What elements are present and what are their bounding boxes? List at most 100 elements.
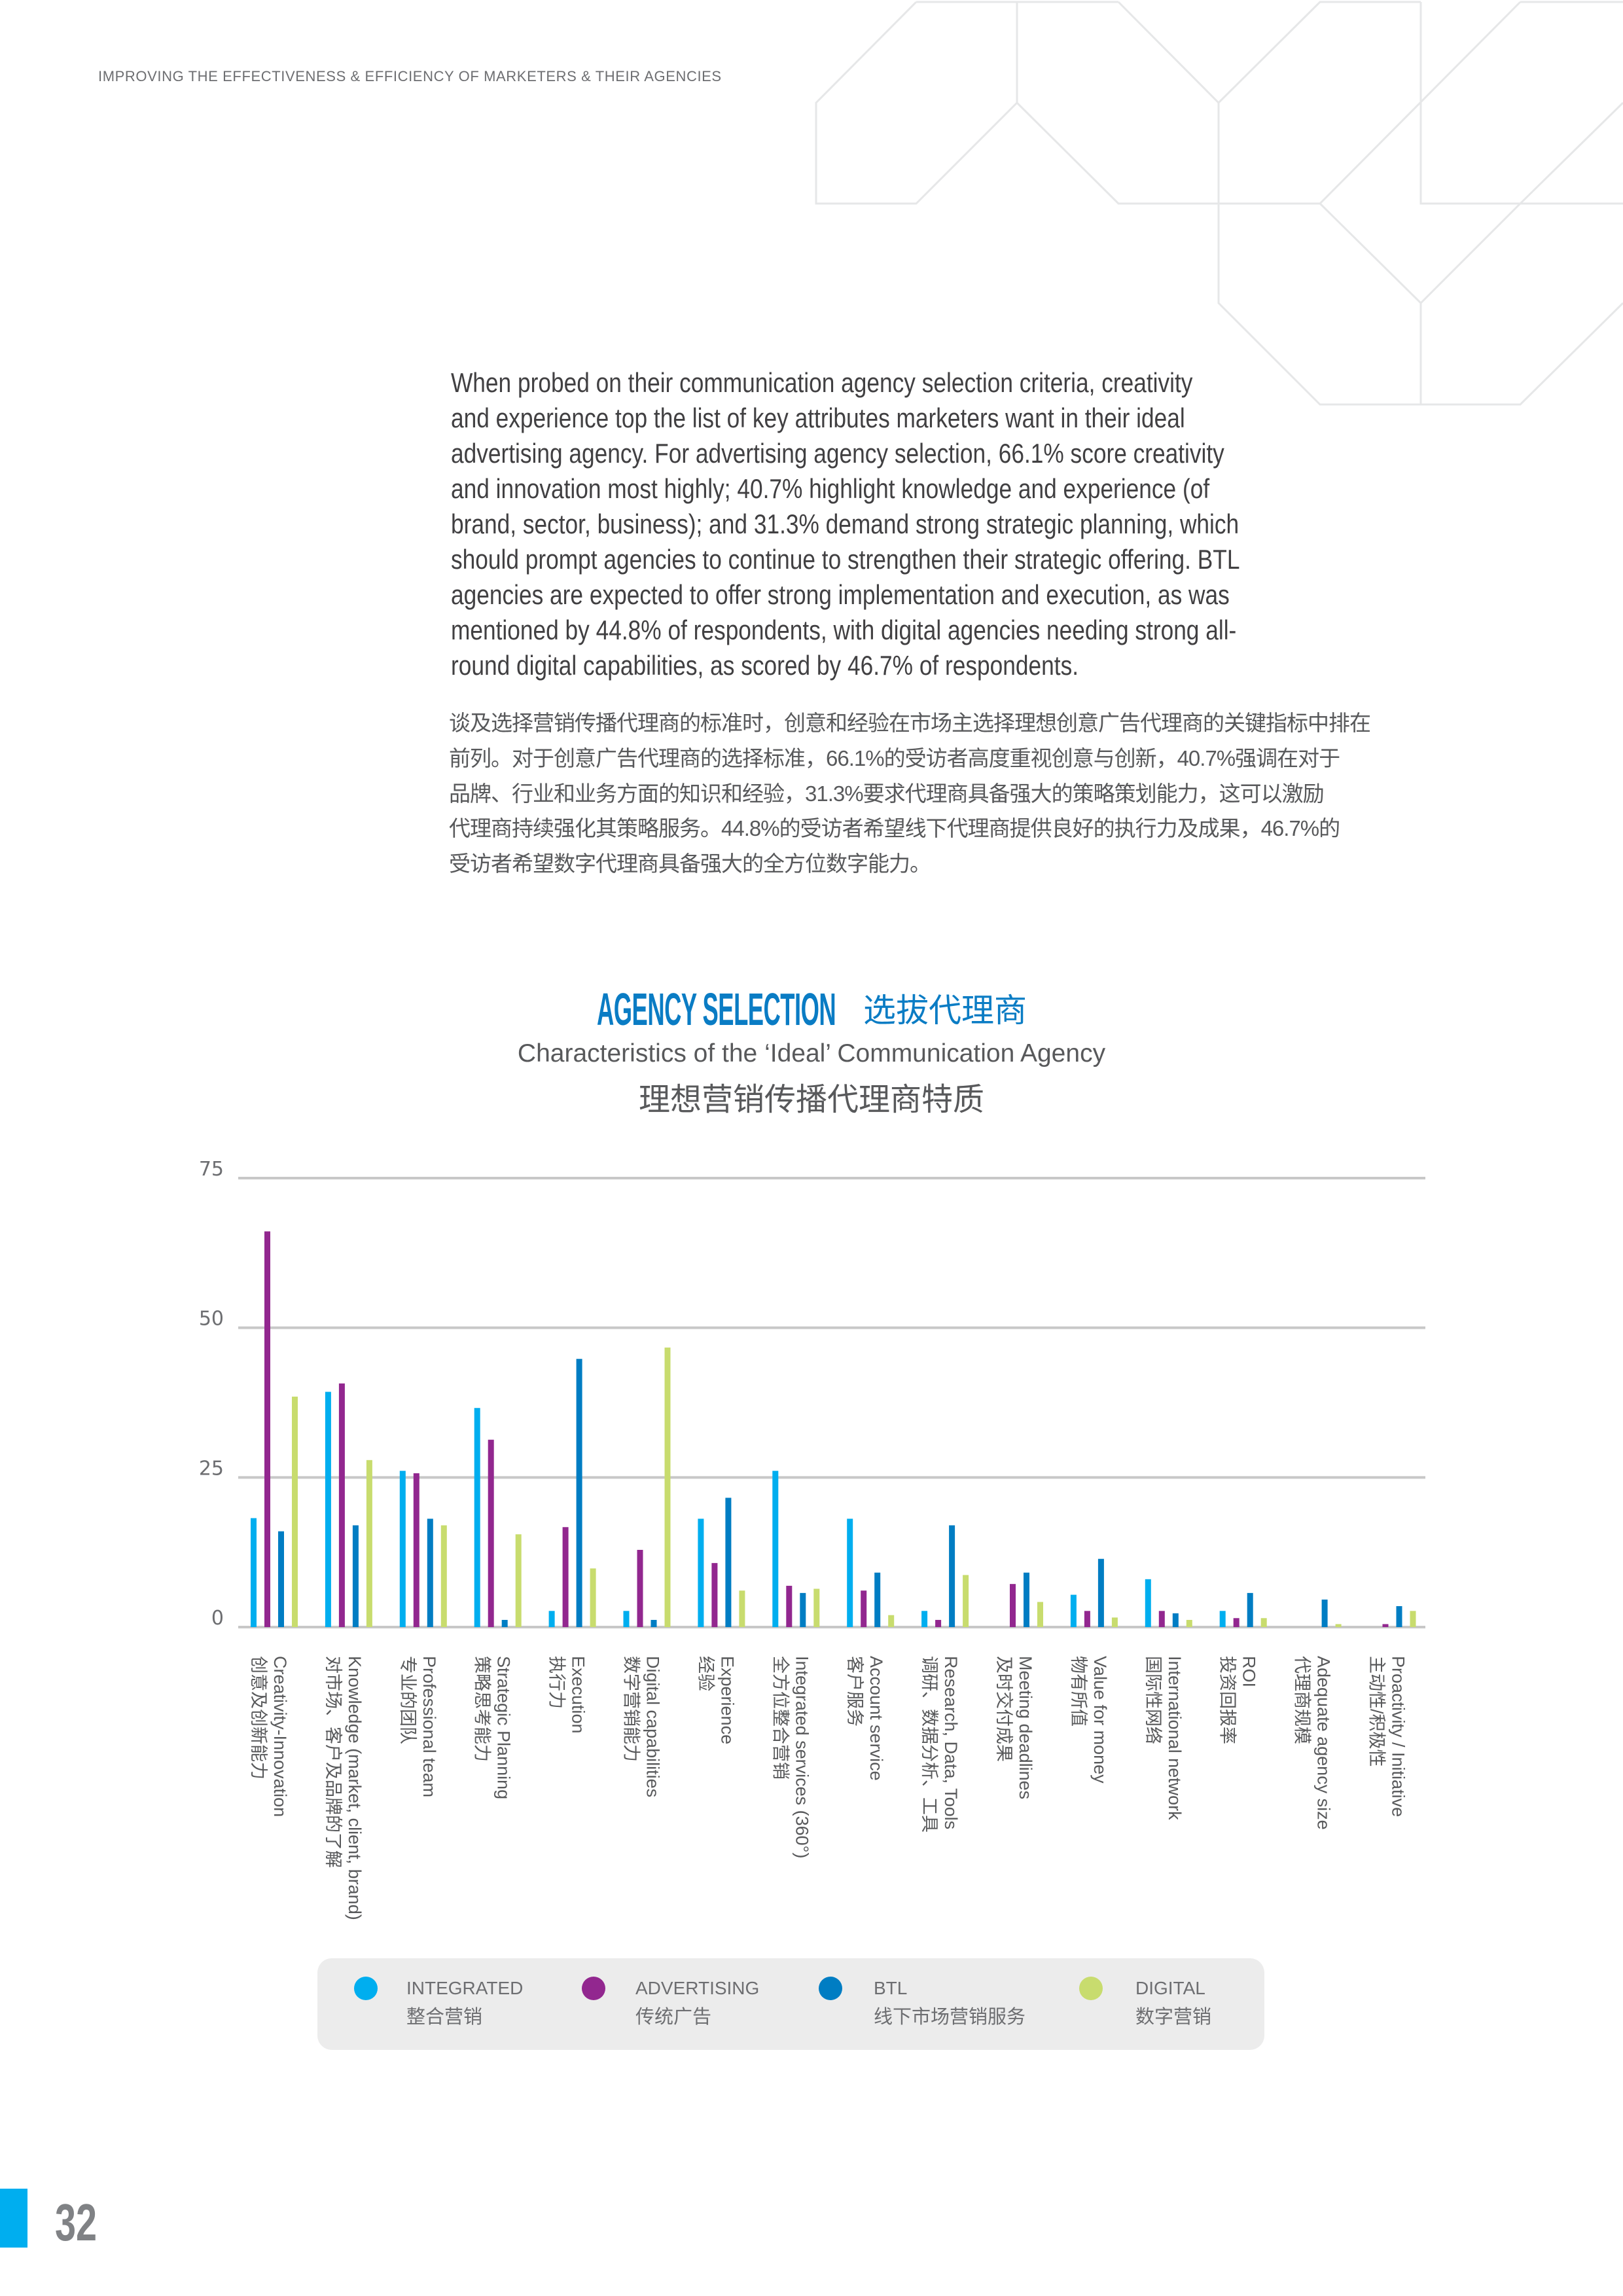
x-label-english: Research, Data, Tools [941, 1656, 961, 1830]
paragraph-line: 前列。对于创意广告代理商的选择标准，66.1%的受访者高度重视创意与创新，40.… [449, 745, 1340, 770]
x-label-english: Value for money [1090, 1656, 1110, 1784]
x-label-chinese: 投资回报率 [1217, 1656, 1238, 1744]
bar-digital-4 [590, 1568, 596, 1627]
x-category-label: Account service 客户服务 [844, 1656, 887, 1781]
x-category-label: Adequate agency size 代理商规模 [1291, 1656, 1334, 1830]
x-label-english: ROI [1239, 1656, 1259, 1688]
bar-digital-2 [440, 1525, 447, 1627]
x-label-chinese: 数字营销能力 [621, 1656, 641, 1762]
page-accent-bar [0, 2189, 27, 2248]
bar-advertising-7 [786, 1585, 793, 1627]
x-label-chinese: 专业的团队 [397, 1656, 418, 1744]
x-label-english: Meeting deadlines [1016, 1656, 1035, 1800]
paragraph-line: mentioned by 44.8% of respondents, with … [451, 615, 1237, 645]
x-category-label: Knowledge (market, client, brand) 对市场、客户及… [322, 1656, 365, 1920]
paragraph-line: When probed on their communication agenc… [451, 367, 1193, 398]
bar-btl-6 [725, 1498, 732, 1627]
bar-digital-6 [739, 1590, 745, 1627]
legend-swatch-icon [582, 1977, 605, 2000]
x-label-english: Integrated services (360°) [792, 1656, 812, 1859]
bar-digital-5 [664, 1347, 671, 1627]
x-label-english: Knowledge (market, client, brand) [344, 1656, 365, 1920]
bar-digital-13 [1260, 1618, 1267, 1627]
x-category-label: Integrated services (360°) 全方位整合营销 [769, 1656, 812, 1858]
bar-advertising-3 [488, 1439, 494, 1627]
x-label-english: Adequate agency size [1313, 1656, 1334, 1830]
paragraph-line: and experience top the list of key attri… [451, 403, 1185, 433]
x-label-chinese: 主动性/积极性 [1366, 1656, 1387, 1767]
bar-btl-14 [1321, 1599, 1328, 1627]
paragraph-line: 谈及选择营销传播代理商的标准时，创意和经验在市场主选择理想创意广告代理商的关键指… [449, 711, 1371, 735]
paragraph-line: agencies are expected to offer strong im… [451, 579, 1230, 610]
legend-label: BTL [874, 1978, 908, 1998]
x-category-label: Strategic Planning 策略思考能力 [471, 1656, 514, 1799]
x-label-chinese: 创意及创新能力 [249, 1656, 268, 1780]
body-paragraph-english: When probed on their communication agenc… [451, 365, 1240, 683]
paragraph-line: round digital capabilities, as scored by… [451, 650, 1079, 681]
bar-integrated-4 [548, 1611, 555, 1627]
bar-digital-15 [1410, 1611, 1416, 1627]
x-category-label: Proactivity / Initiative 主动性/积极性 [1366, 1656, 1409, 1817]
paragraph-line: 代理商持续强化其策略服务。44.8%的受访者希望线下代理商提供良好的执行力及成果… [449, 816, 1340, 841]
bar-btl-7 [800, 1592, 806, 1627]
bar-digital-8 [888, 1615, 895, 1627]
bar-advertising-13 [1233, 1618, 1240, 1627]
bar-advertising-11 [1084, 1611, 1090, 1627]
legend-label-chinese: 整合营销 [406, 2007, 483, 2028]
x-label-english: Professional team [419, 1656, 439, 1798]
bar-advertising-10 [1010, 1584, 1016, 1627]
page-number: 32 [55, 2193, 98, 2251]
x-label-chinese: 客户服务 [845, 1656, 865, 1727]
paragraph-line: advertising agency. For advertising agen… [451, 438, 1224, 469]
bar-digital-3 [515, 1534, 522, 1627]
x-category-label: Digital capabilities 数字营销能力 [620, 1656, 664, 1797]
x-category-label: Research, Data, Tools 调研、数据分析、工具 [918, 1656, 961, 1833]
paragraph-line: should prompt agencies to continue to st… [451, 544, 1240, 575]
bar-btl-13 [1247, 1592, 1253, 1627]
bar-digital-0 [292, 1396, 298, 1627]
legend-label-chinese: 传统广告 [635, 2007, 712, 2028]
bar-digital-10 [1037, 1602, 1043, 1627]
bar-btl-4 [576, 1359, 582, 1627]
x-label-chinese: 代理商规模 [1292, 1656, 1312, 1744]
bar-digital-7 [813, 1588, 820, 1627]
bar-integrated-1 [325, 1391, 331, 1627]
bar-btl-1 [352, 1525, 359, 1627]
bar-advertising-8 [861, 1590, 867, 1627]
x-label-english: Experience [717, 1656, 738, 1745]
chart-title-chinese: 选拔代理商 [863, 992, 1027, 1029]
bar-integrated-7 [772, 1471, 779, 1627]
x-label-chinese: 策略思考能力 [472, 1656, 492, 1762]
legend-label: INTEGRATED [406, 1978, 524, 1998]
x-label-english: Proactivity / Initiative [1388, 1656, 1408, 1818]
x-category-label: ROI 投资回报率 [1217, 1656, 1260, 1744]
bar-advertising-6 [711, 1563, 718, 1627]
bar-integrated-12 [1145, 1579, 1151, 1627]
bar-advertising-4 [562, 1527, 569, 1627]
bar-btl-2 [427, 1518, 433, 1627]
x-label-english: Strategic Planning [493, 1656, 514, 1800]
bar-digital-11 [1111, 1617, 1118, 1627]
paragraph-line: brand, sector, business); and 31.3% dema… [451, 509, 1240, 539]
bar-chart: 0 25 50 75 [199, 1158, 1425, 1630]
bar-advertising-15 [1382, 1624, 1389, 1627]
x-category-label: Meeting deadlines 及时交付成果 [993, 1656, 1036, 1799]
x-category-label: Execution 执行力 [546, 1656, 589, 1734]
bar-btl-5 [651, 1620, 657, 1627]
legend-label: ADVERTISING [635, 1978, 760, 1998]
legend-label-chinese: 数字营销 [1135, 2007, 1212, 2028]
bar-btl-12 [1172, 1613, 1179, 1627]
legend-label-chinese: 线下市场营销服务 [874, 2007, 1026, 2028]
x-category-label: Value for money 物有所值 [1067, 1656, 1111, 1784]
x-label-chinese: 国际性网络 [1143, 1656, 1163, 1744]
x-label-chinese: 执行力 [546, 1656, 567, 1709]
x-category-label: Experience 经验 [694, 1656, 738, 1744]
bar-btl-0 [278, 1531, 284, 1627]
bar-advertising-1 [338, 1383, 345, 1627]
x-label-chinese: 物有所值 [1068, 1656, 1088, 1727]
bar-advertising-0 [264, 1231, 270, 1627]
chart-title-english: AGENCY SELECTION [597, 984, 836, 1035]
bar-integrated-11 [1070, 1594, 1077, 1627]
y-tick-label: 25 [199, 1457, 224, 1480]
y-tick-label: 0 [211, 1607, 224, 1630]
